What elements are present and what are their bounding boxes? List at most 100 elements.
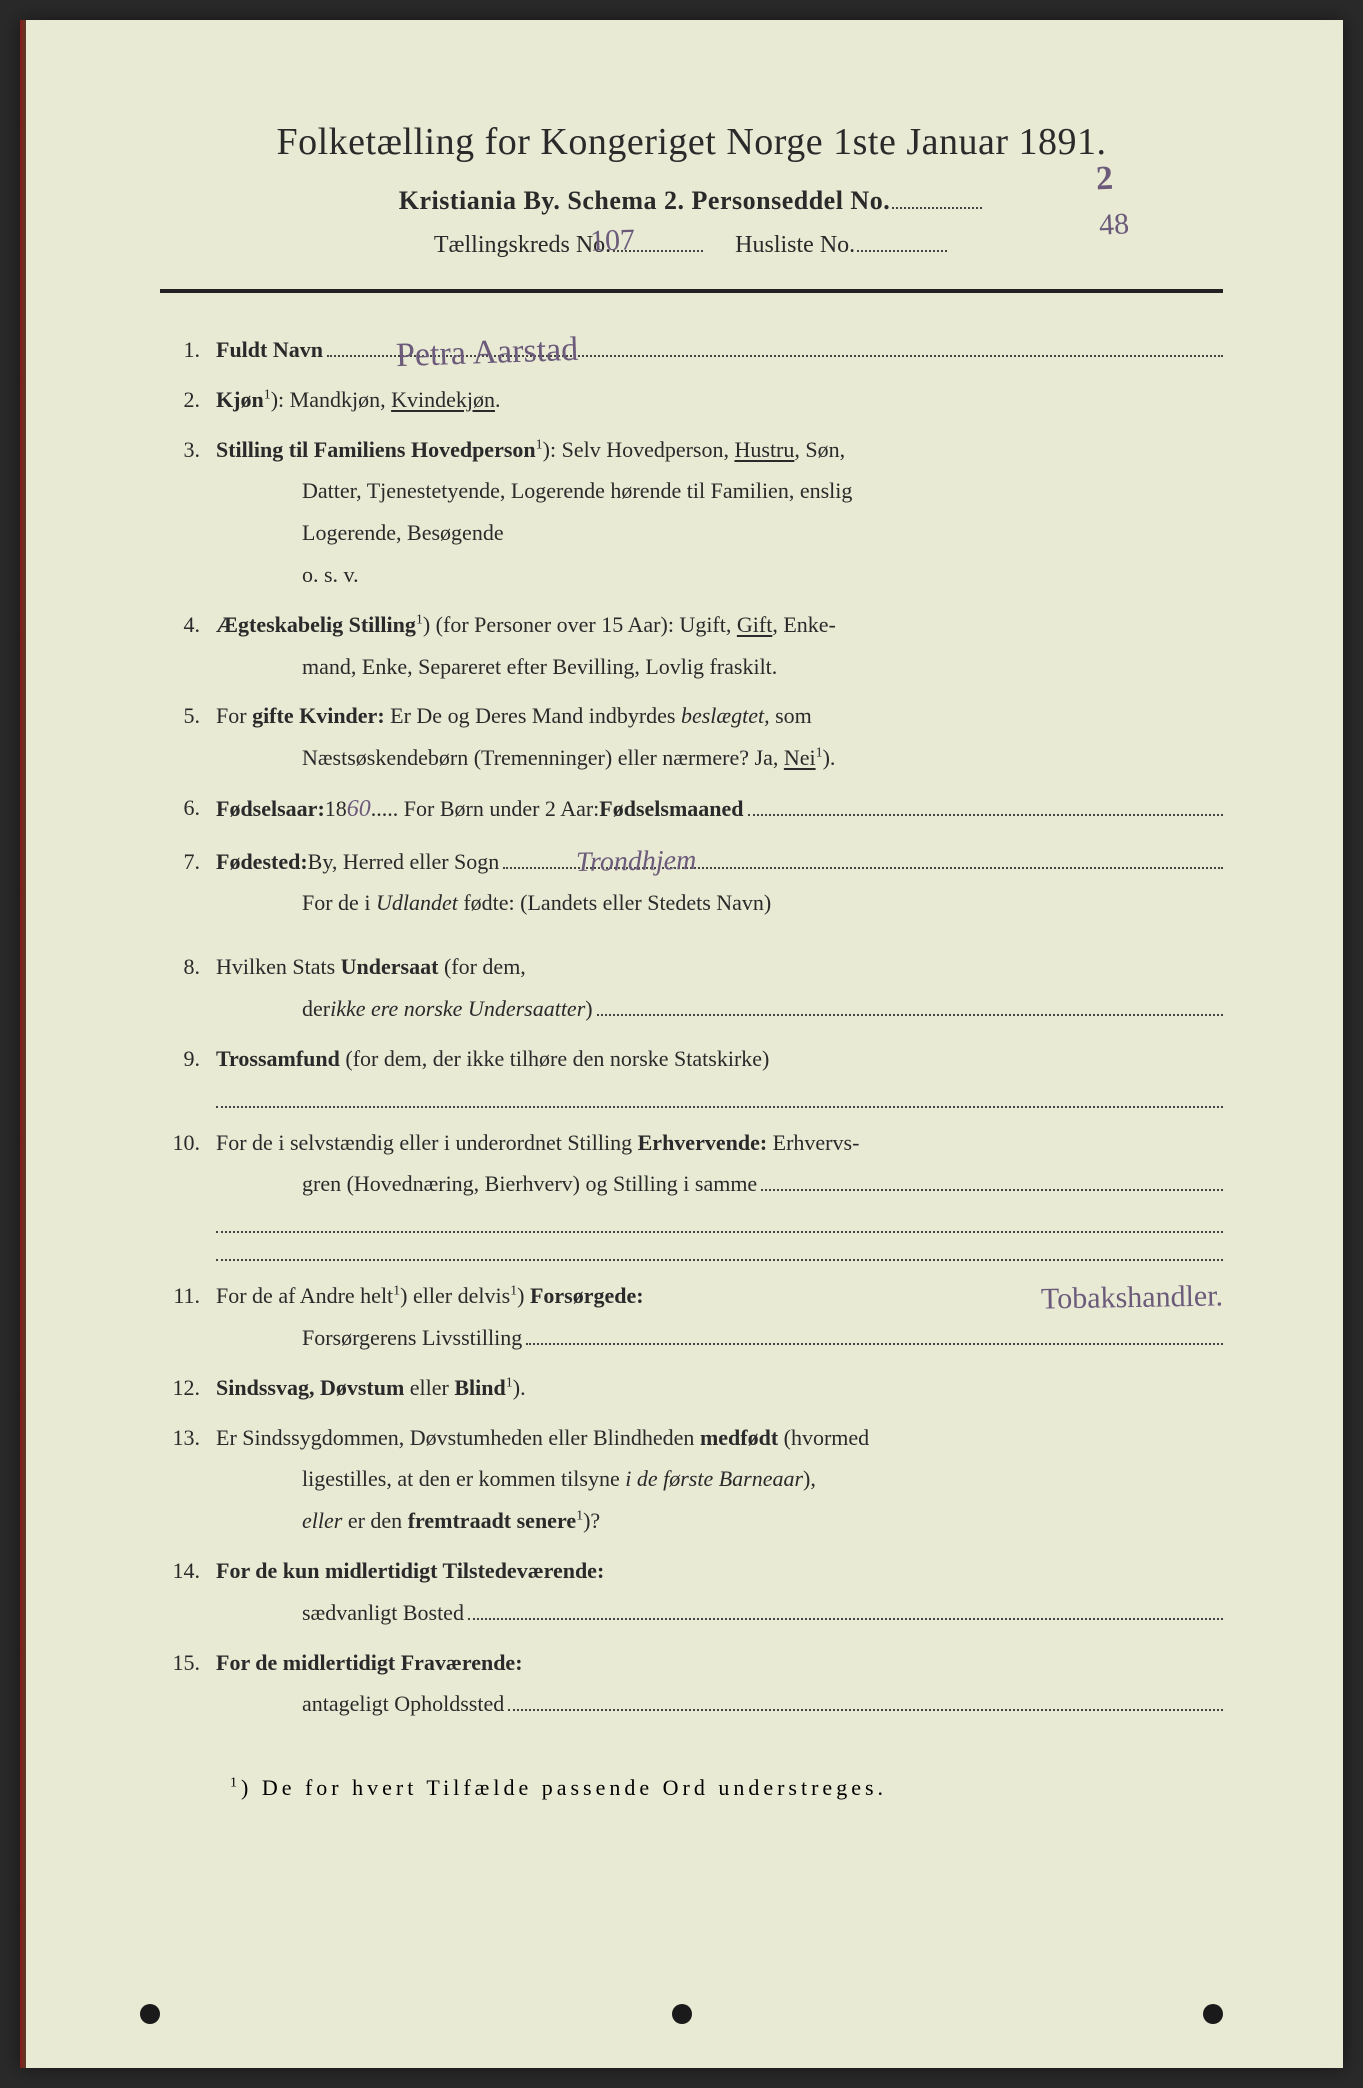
question-5: 5. For gifte Kvinder: Er De og Deres Man… (160, 695, 1223, 779)
handwritten-husliste-no: 48 (1098, 207, 1130, 243)
q11-text-mid: ) eller delvis (400, 1283, 510, 1308)
q14-num: 14. (160, 1550, 216, 1592)
q11-bold: Forsørgede: (530, 1283, 644, 1308)
question-4: 4. Ægteskabelig Stilling1) (for Personer… (160, 604, 1223, 688)
q12-text2: ). (513, 1375, 526, 1400)
q2-label: Kjøn (216, 387, 264, 412)
q14-bold1: For de kun midlertidigt Tilstedeværende: (216, 1558, 604, 1583)
tert-prefix: Tællingskreds No. (434, 232, 611, 258)
question-1: 1. Fuldt Navn Petra Aarstad (160, 329, 1223, 371)
q10-num: 10. (160, 1122, 216, 1164)
q8-text2: (for dem, (438, 954, 525, 979)
q4-text1: ) (for Personer over 15 Aar): Ugift, (423, 612, 737, 637)
question-2: 2. Kjøn1): Mandkjøn, Kvindekjøn. (160, 379, 1223, 421)
q5-underlined: Nei (784, 745, 816, 770)
q6-year-prefix: 18 (325, 788, 347, 830)
handwritten-kreds-no: 107 (589, 223, 635, 259)
q2-period: . (495, 387, 501, 412)
q8-num: 8. (160, 946, 216, 988)
q5-sup: 1 (816, 746, 823, 761)
q5-num: 5. (160, 695, 216, 737)
q5-text1: Er De og Deres Mand indbyrdes (385, 703, 681, 728)
q7-text1: By, Herred eller Sogn (308, 841, 500, 883)
sub-title-text: Kristiania By. Schema 2. Personseddel No… (399, 186, 890, 215)
question-10: 10. For de i selvstændig eller i underor… (160, 1122, 1223, 1268)
q13-ital1: i de første Barneaar (625, 1466, 803, 1491)
q10-text1: For de i selvstændig eller i underordnet… (216, 1130, 638, 1155)
q8-cont-pre: der (302, 988, 330, 1030)
q8-text1: Hvilken Stats (216, 954, 341, 979)
q11-cont1: Forsørgerens Livsstilling (302, 1317, 522, 1359)
q6-text1: . For Børn under 2 Aar: (393, 788, 600, 830)
tert-mid: Husliste No. (735, 232, 855, 258)
q3-underlined1: Hustru (735, 437, 795, 462)
q15-bold1: For de midlertidigt Fraværende: (216, 1650, 523, 1675)
q13-cont1-pre: ligestilles, at den er kommen tilsyne (302, 1466, 625, 1491)
q10-text2: Erhvervs- (767, 1130, 859, 1155)
q5-cont1: Næstsøskendebørn (Tremenninger) eller næ… (302, 745, 784, 770)
q10-cont1: gren (Hovednæring, Bierhverv) og Stillin… (302, 1163, 757, 1205)
punch-hole-right (1203, 2004, 1223, 2024)
q7-num: 7. (160, 841, 216, 883)
q13-bold: medfødt (700, 1425, 778, 1450)
q9-text1: (for dem, der ikke tilhøre den norske St… (340, 1046, 769, 1071)
q6-label: Fødselsaar: (216, 788, 325, 830)
q3-text2: , Søn, (794, 437, 845, 462)
handwritten-personseddel-no: 2 (1095, 160, 1114, 199)
q12-sup: 1 (506, 1375, 513, 1390)
q7-cont-pre: For de i (302, 890, 376, 915)
question-3: 3. Stilling til Familiens Hovedperson1):… (160, 429, 1223, 596)
q9-label: Trossamfund (216, 1046, 340, 1071)
q1-num: 1. (160, 329, 216, 371)
q8-ital: ikke ere norske Undersaatter (330, 988, 585, 1030)
footnote: 1) De for hvert Tilfælde passende Ord un… (160, 1775, 1223, 1801)
q8-bold: Undersaat (341, 954, 439, 979)
q4-cont1: mand, Enke, Separeret efter Bevilling, L… (216, 646, 1223, 688)
q4-underlined: Gift (737, 612, 772, 637)
handwritten-provider-occupation: Tobakshandler. (1040, 1268, 1223, 1328)
q5-pre: For (216, 703, 252, 728)
q6-bold2: Fødselsmaaned (599, 788, 743, 830)
q2-sup: 1 (264, 387, 271, 402)
q2-num: 2. (160, 379, 216, 421)
question-13: 13. Er Sindssygdommen, Døvstumheden elle… (160, 1417, 1223, 1542)
main-title: Folketælling for Kongeriget Norge 1ste J… (160, 120, 1223, 164)
tert-title-line: Tællingskreds No. Husliste No. 107 48 (160, 232, 1223, 259)
question-7: 7. Fødested: By, Herred eller Sogn Trond… (160, 841, 1223, 925)
question-12: 12. Sindssvag, Døvstum eller Blind1). (160, 1367, 1223, 1409)
q5-ital1: beslægtet, (681, 703, 770, 728)
q4-label: Ægteskabelig Stilling (216, 612, 416, 637)
q12-num: 12. (160, 1367, 216, 1409)
footnote-text: ) De for hvert Tilfælde passende Ord und… (241, 1775, 887, 1800)
q15-cont1: antageligt Opholdssted (302, 1683, 504, 1725)
q3-text1: ): Selv Hovedperson, (543, 437, 735, 462)
q13-text2: (hvormed (778, 1425, 869, 1450)
q13-text1: Er Sindssygdommen, Døvstumheden eller Bl… (216, 1425, 700, 1450)
census-form-page: Folketælling for Kongeriget Norge 1ste J… (20, 20, 1343, 2068)
sub-title-line: Kristiania By. Schema 2. Personseddel No… (160, 186, 1223, 216)
q13-num: 13. (160, 1417, 216, 1459)
punch-hole-left (140, 2004, 160, 2024)
q13-cont1-post: ), (803, 1466, 816, 1491)
q8-cont-post: ) (585, 988, 592, 1030)
q5-text3: ). (823, 745, 836, 770)
q12-text1: eller (404, 1375, 454, 1400)
q12-bold: Sindssvag, Døvstum (216, 1375, 404, 1400)
q7-label: Fødested: (216, 841, 308, 883)
q3-sup: 1 (536, 437, 543, 452)
q2-underlined: Kvindekjøn (391, 387, 495, 412)
q9-num: 9. (160, 1038, 216, 1080)
question-6: 6. Fødselsaar: 1860.... . For Børn under… (160, 787, 1223, 833)
q2-text-after: ): Mandkjøn, (271, 387, 391, 412)
question-9: 9. Trossamfund (for dem, der ikke tilhør… (160, 1038, 1223, 1114)
q13-cont2-text: er den (342, 1508, 407, 1533)
q5-label: gifte Kvinder: (252, 703, 385, 728)
question-8: 8. Hvilken Stats Undersaat (for dem, der… (160, 946, 1223, 1030)
punch-hole-center (672, 2004, 692, 2024)
q6-num: 6. (160, 787, 216, 829)
divider-heavy (160, 289, 1223, 293)
q7-ital: Udlandet (376, 890, 458, 915)
q4-sup: 1 (416, 612, 423, 627)
question-14: 14. For de kun midlertidigt Tilstedevære… (160, 1550, 1223, 1634)
q3-cont1: Datter, Tjenestetyende, Logerende hørend… (216, 470, 1223, 512)
